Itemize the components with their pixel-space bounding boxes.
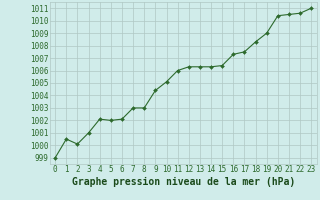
X-axis label: Graphe pression niveau de la mer (hPa): Graphe pression niveau de la mer (hPa) <box>72 177 295 187</box>
